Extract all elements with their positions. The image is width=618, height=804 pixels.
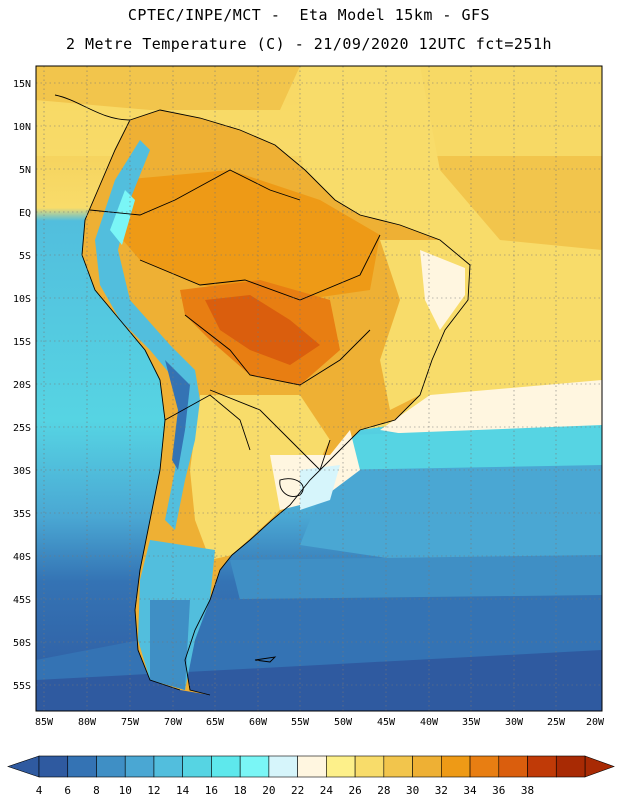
colorbar-label: 30 [406, 784, 419, 797]
colorbar-label: 36 [492, 784, 505, 797]
lon-label: 40W [420, 717, 439, 728]
colorbar-swatch [67, 755, 97, 778]
lat-label: 10S [13, 294, 31, 305]
lon-label: 30W [505, 717, 524, 728]
colorbar-swatch [211, 755, 241, 778]
colorbar-high-arrow [584, 755, 615, 778]
colorbar-label: 6 [64, 784, 71, 797]
colorbar-label: 20 [262, 784, 275, 797]
colorbar-swatch [555, 755, 586, 778]
colorbar-swatch [268, 755, 298, 778]
colorbar-label: 8 [93, 784, 100, 797]
colorbar-label: 26 [348, 784, 361, 797]
colorbar-swatch [297, 755, 327, 778]
colorbar-low-arrow [7, 755, 40, 778]
colorbar-legend: 4 6 8 10 12 14 16 18 20 22 24 26 28 30 32 34 36 38 [7, 755, 615, 797]
colorbar-swatch [153, 755, 183, 778]
map-title: CPTEC/INPE/MCT - Eta Model 15km - GFS [127, 6, 491, 24]
colorbar-swatch [38, 755, 69, 778]
lat-label: 55S [13, 681, 31, 692]
map-frame [35, 65, 603, 712]
map-field [36, 66, 602, 711]
lon-label: 50W [334, 717, 353, 728]
colorbar-label: 22 [291, 784, 304, 797]
lon-label: 70W [164, 717, 183, 728]
lon-label: 25W [547, 717, 566, 728]
lat-axis: 15N 10N 5N EQ 5S 10S 15S 20S 25S 30S 35S… [13, 79, 31, 692]
colorbar-label: 10 [119, 784, 132, 797]
lon-label: 35W [462, 717, 481, 728]
lat-label: 15S [13, 337, 31, 348]
colorbar-label: 16 [205, 784, 218, 797]
lat-label: 5S [19, 251, 31, 262]
lon-label: 45W [377, 717, 396, 728]
lat-label: 50S [13, 638, 31, 649]
lon-label: 85W [35, 717, 54, 728]
lat-label: 35S [13, 509, 31, 520]
colorbar-swatch [527, 755, 557, 778]
lat-label: 25S [13, 423, 31, 434]
colorbar-swatch [469, 755, 500, 778]
map-subtitle: 2 Metre Temperature (C) - 21/09/2020 12U… [65, 35, 553, 53]
colorbar-swatch [383, 755, 413, 778]
lon-label: 65W [206, 717, 225, 728]
lon-label: 80W [78, 717, 97, 728]
colorbar-swatch [239, 755, 270, 778]
colorbar-label: 38 [521, 784, 534, 797]
lon-label: 60W [249, 717, 268, 728]
lat-label: EQ [19, 208, 31, 219]
lon-label: 55W [291, 717, 310, 728]
colorbar-label: 32 [435, 784, 448, 797]
lat-label: 10N [13, 122, 31, 133]
colorbar-swatch [124, 755, 155, 778]
colorbar-swatch [498, 755, 528, 778]
colorbar-label: 4 [36, 784, 43, 797]
lat-label: 40S [13, 552, 31, 563]
colorbar-swatch [182, 755, 212, 778]
colorbar-swatch [326, 755, 356, 778]
lon-label: 75W [121, 717, 140, 728]
colorbar-label: 24 [320, 784, 334, 797]
colorbar-label: 18 [234, 784, 247, 797]
borders [54, 94, 471, 696]
lat-label: 45S [13, 595, 31, 606]
colorbar-swatch [412, 755, 442, 778]
lat-label: 20S [13, 380, 31, 391]
colorbar-label: 34 [463, 784, 477, 797]
temperature-map: 15N 10N 5N EQ 5S 10S 15S 20S 25S 30S 35S… [0, 58, 618, 800]
colorbar-swatch [354, 755, 385, 778]
lon-label: 20W [586, 717, 605, 728]
lon-axis: 85W 80W 75W 70W 65W 60W 55W 50W 45W 40W … [35, 717, 605, 728]
lat-label: 15N [13, 79, 31, 90]
colorbar-label: 28 [377, 784, 390, 797]
colorbar-label: 14 [176, 784, 190, 797]
colorbar-swatch [441, 755, 471, 778]
colorbar-label: 12 [147, 784, 160, 797]
colorbar-swatch [96, 755, 126, 778]
lat-label: 5N [19, 165, 31, 176]
lat-label: 30S [13, 466, 31, 477]
